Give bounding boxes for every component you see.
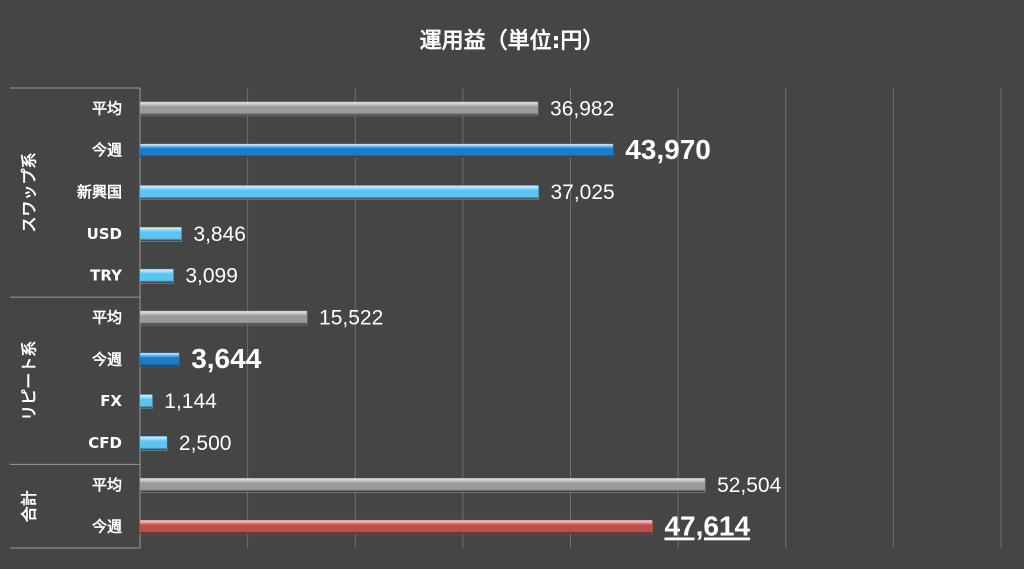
bar (139, 436, 168, 451)
bar (139, 310, 308, 326)
bar (139, 101, 539, 117)
group-label: リピート系 (20, 341, 39, 421)
category-label: 平均 (92, 476, 122, 494)
category-label: FX (100, 392, 122, 410)
group-label: 合計 (20, 490, 39, 522)
group-label: スワップ系 (20, 153, 39, 233)
bar (139, 185, 539, 200)
value-label: 47,614 (664, 510, 750, 541)
bar (139, 227, 182, 242)
category-label: 平均 (92, 99, 122, 117)
value-label: 3,846 (193, 223, 246, 246)
category-label: 平均 (92, 309, 122, 327)
value-label: 36,982 (550, 97, 614, 120)
value-label: 37,025 (550, 181, 614, 204)
value-label: 1,144 (164, 390, 217, 413)
bar (139, 478, 706, 493)
value-label: 2,500 (179, 432, 232, 455)
category-label: 今週 (91, 518, 122, 536)
category-label: CFD (88, 434, 122, 452)
chart-title: 運用益（単位:円） (420, 28, 605, 54)
bar (139, 143, 614, 158)
bar (139, 394, 153, 409)
category-label: USD (87, 225, 122, 243)
category-label: 今週 (91, 141, 122, 159)
value-label: 3,099 (185, 265, 238, 288)
value-label: 3,644 (191, 343, 261, 374)
value-label: 15,522 (319, 307, 383, 330)
value-label: 43,970 (625, 134, 711, 165)
category-label: 新興国 (77, 183, 122, 201)
value-label: 52,504 (717, 474, 782, 497)
category-label: 今週 (91, 350, 122, 368)
category-label: TRY (90, 267, 123, 285)
bar (139, 352, 180, 368)
bar (139, 268, 174, 284)
bar (139, 519, 653, 535)
